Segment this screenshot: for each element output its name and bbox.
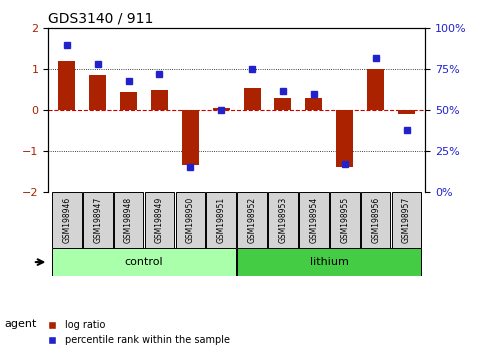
Text: GSM198949: GSM198949 <box>155 197 164 243</box>
FancyBboxPatch shape <box>361 192 390 248</box>
Bar <box>336 110 353 167</box>
FancyBboxPatch shape <box>52 248 236 276</box>
Bar <box>213 108 230 110</box>
FancyBboxPatch shape <box>299 192 329 248</box>
FancyBboxPatch shape <box>237 192 267 248</box>
Bar <box>89 75 106 110</box>
Text: GSM198952: GSM198952 <box>248 197 256 243</box>
Text: GSM198946: GSM198946 <box>62 197 71 243</box>
Text: GSM198956: GSM198956 <box>371 197 380 243</box>
FancyBboxPatch shape <box>144 192 174 248</box>
Legend: log ratio, percentile rank within the sample: log ratio, percentile rank within the sa… <box>39 316 234 349</box>
Text: GSM198950: GSM198950 <box>186 197 195 243</box>
Text: GSM198957: GSM198957 <box>402 197 411 243</box>
Text: GSM198954: GSM198954 <box>310 197 318 243</box>
Bar <box>367 69 384 110</box>
FancyBboxPatch shape <box>52 192 82 248</box>
Text: GSM198948: GSM198948 <box>124 197 133 243</box>
FancyBboxPatch shape <box>175 192 205 248</box>
FancyBboxPatch shape <box>330 192 359 248</box>
Text: agent: agent <box>5 319 37 329</box>
Bar <box>243 88 261 110</box>
Bar <box>182 110 199 165</box>
Text: GSM198955: GSM198955 <box>340 197 349 243</box>
Text: control: control <box>125 257 163 267</box>
Bar <box>305 98 322 110</box>
Text: GSM198947: GSM198947 <box>93 197 102 243</box>
Bar <box>151 90 168 110</box>
Bar <box>398 110 415 114</box>
Text: lithium: lithium <box>310 257 349 267</box>
Bar <box>120 92 137 110</box>
FancyBboxPatch shape <box>83 192 113 248</box>
Text: GSM198953: GSM198953 <box>279 197 287 243</box>
Bar <box>58 61 75 110</box>
Bar <box>274 98 291 110</box>
FancyBboxPatch shape <box>206 192 236 248</box>
FancyBboxPatch shape <box>114 192 143 248</box>
FancyBboxPatch shape <box>268 192 298 248</box>
Text: GDS3140 / 911: GDS3140 / 911 <box>48 12 154 26</box>
FancyBboxPatch shape <box>392 192 421 248</box>
Text: GSM198951: GSM198951 <box>217 197 226 243</box>
FancyBboxPatch shape <box>237 248 421 276</box>
